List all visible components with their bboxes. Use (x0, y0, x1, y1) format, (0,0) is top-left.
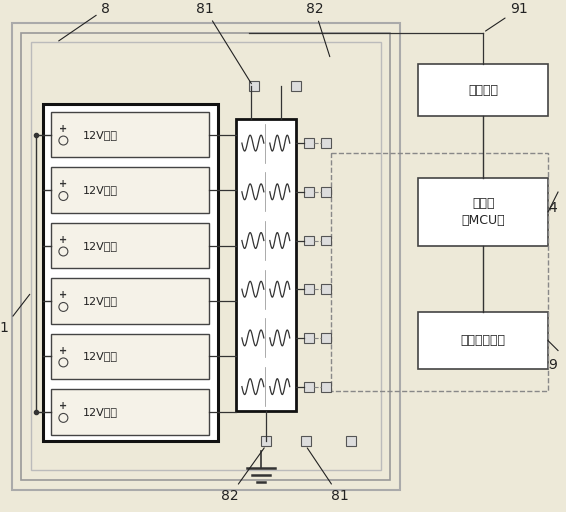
Text: +: + (59, 124, 67, 134)
Bar (261, 436, 271, 445)
Text: 81: 81 (307, 448, 349, 503)
Bar (52, 334, 209, 379)
Bar (418, 65, 548, 116)
Bar (321, 381, 331, 392)
Text: 1: 1 (0, 294, 30, 335)
Bar (418, 312, 548, 369)
Text: +: + (59, 346, 67, 355)
Text: 12V电池: 12V电池 (83, 296, 118, 306)
Text: 电池管理装置: 电池管理装置 (461, 334, 506, 347)
Bar (331, 154, 548, 391)
Bar (321, 333, 331, 343)
Text: 单片机
（MCU）: 单片机 （MCU） (461, 197, 505, 227)
Text: 81: 81 (196, 2, 251, 83)
Bar (236, 119, 296, 411)
Bar (304, 284, 314, 294)
Text: 12V电池: 12V电池 (83, 130, 118, 140)
Bar (32, 42, 380, 471)
Bar (304, 138, 314, 148)
Bar (249, 81, 259, 91)
Text: 4: 4 (548, 201, 557, 215)
Text: 82: 82 (306, 2, 330, 57)
Bar (301, 436, 311, 445)
Bar (418, 178, 548, 246)
Text: 9: 9 (548, 358, 557, 372)
Text: 8: 8 (59, 2, 110, 41)
Bar (321, 236, 331, 245)
Bar (304, 236, 314, 245)
Bar (44, 104, 218, 441)
Bar (291, 81, 301, 91)
Bar (52, 112, 209, 157)
Bar (304, 187, 314, 197)
Bar (52, 389, 209, 435)
Text: 12V电池: 12V电池 (83, 351, 118, 361)
Text: 采样装置: 采样装置 (468, 83, 498, 97)
Bar (52, 223, 209, 268)
Text: +: + (59, 290, 67, 300)
Text: 82: 82 (221, 448, 264, 503)
Bar (22, 33, 391, 480)
Text: +: + (59, 234, 67, 245)
Text: 91: 91 (486, 2, 528, 31)
Bar (304, 381, 314, 392)
Text: 12V电池: 12V电池 (83, 407, 118, 417)
Bar (346, 436, 355, 445)
Bar (304, 333, 314, 343)
Text: 12V电池: 12V电池 (83, 185, 118, 195)
Text: 12V电池: 12V电池 (83, 241, 118, 250)
Bar (52, 278, 209, 324)
Bar (52, 167, 209, 213)
Text: +: + (59, 179, 67, 189)
Bar (321, 284, 331, 294)
Bar (321, 138, 331, 148)
Text: +: + (59, 401, 67, 411)
Bar (11, 23, 401, 490)
Bar (321, 187, 331, 197)
